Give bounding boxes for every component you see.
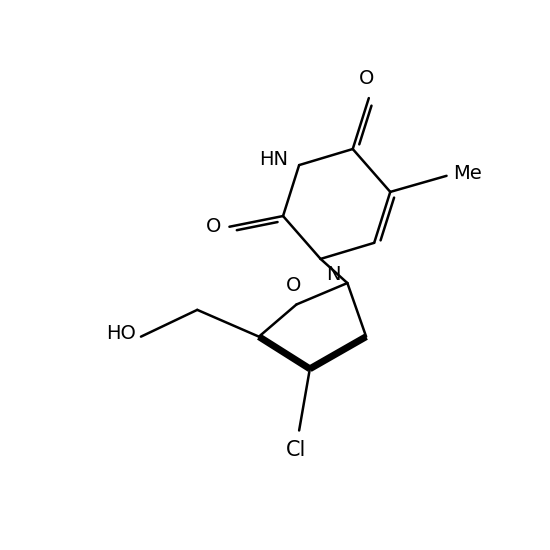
- Text: N: N: [326, 265, 340, 284]
- Text: Cl: Cl: [286, 440, 307, 460]
- Text: HO: HO: [106, 324, 136, 343]
- Text: HN: HN: [260, 150, 288, 169]
- Text: O: O: [359, 69, 374, 89]
- Text: Me: Me: [453, 164, 482, 183]
- Text: O: O: [286, 276, 301, 295]
- Text: O: O: [206, 217, 222, 236]
